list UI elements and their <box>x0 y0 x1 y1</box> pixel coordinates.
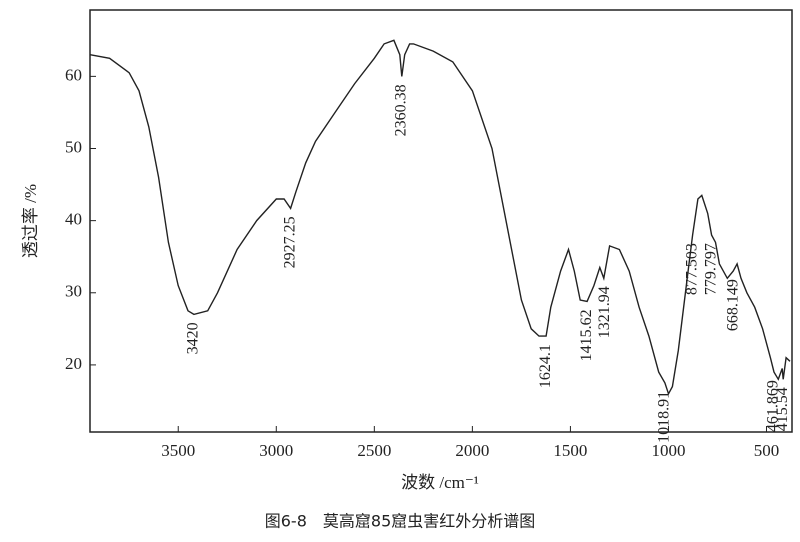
x-tick-label: 2000 <box>455 441 489 460</box>
y-tick-label: 50 <box>65 137 82 156</box>
peak-label: 779.797 <box>702 243 719 295</box>
caption: 图6-8 莫高窟85窟虫害红外分析谱图 <box>265 512 536 531</box>
peak-label: 2360.38 <box>392 84 409 136</box>
peak-label: 1415.62 <box>578 309 595 361</box>
x-tick-label: 3000 <box>259 441 293 460</box>
peak-label: 668.149 <box>724 279 741 331</box>
x-tick-label: 500 <box>754 441 780 460</box>
peak-label: 1624.1 <box>537 344 554 388</box>
y-tick-label: 40 <box>65 210 82 229</box>
x-axis-label: 波数 /cm⁻¹ <box>401 473 479 492</box>
y-axis-label: 透过率 /% <box>21 184 40 258</box>
peak-label: 1321.94 <box>596 286 613 338</box>
spectrum-line <box>89 39 791 396</box>
peak-label: 1018.91 <box>656 391 673 443</box>
x-tick-label: 1500 <box>553 441 587 460</box>
x-tick-label: 1000 <box>651 441 685 460</box>
x-tick-label: 3500 <box>161 441 195 460</box>
peak-label: 461.869 <box>765 380 782 432</box>
y-tick-label: 60 <box>65 65 82 84</box>
peak-label: 877.503 <box>683 243 700 295</box>
y-tick-label: 20 <box>65 354 82 373</box>
peak-label: 2927.25 <box>281 216 298 268</box>
y-tick-label: 30 <box>65 282 82 301</box>
peak-label: 415.54 <box>774 387 791 431</box>
x-tick-label: 2500 <box>357 441 391 460</box>
plot-frame <box>89 9 793 433</box>
peak-label: 3420 <box>185 322 202 354</box>
